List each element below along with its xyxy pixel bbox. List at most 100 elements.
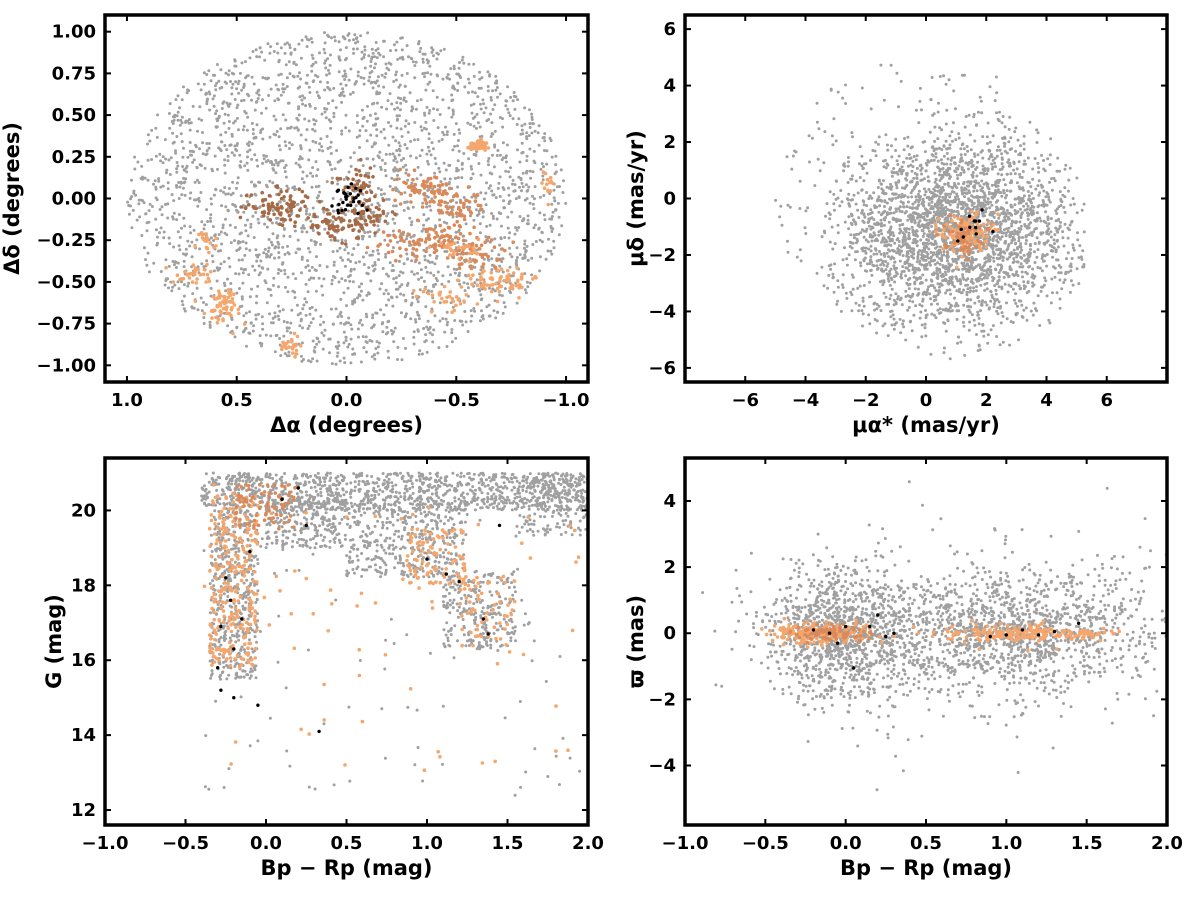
member-star-point (347, 219, 352, 223)
field-star-point (155, 135, 159, 139)
field-star-point (453, 271, 457, 275)
field-star-point (318, 80, 322, 84)
field-star-point (899, 272, 903, 276)
field-star-point (481, 317, 485, 321)
field-star-point (1021, 236, 1024, 239)
field-star-point (552, 239, 556, 243)
field-star-point (198, 247, 202, 251)
field-star-point (333, 276, 337, 280)
field-star-point (277, 58, 281, 62)
field-star-point (527, 134, 531, 138)
member-star-point (422, 191, 427, 196)
field-star-point (384, 288, 388, 292)
field-star-point (391, 246, 395, 250)
field-star-point (286, 275, 290, 279)
field-star-point (428, 109, 432, 112)
field-star-point (267, 94, 271, 97)
field-star-point (873, 247, 877, 251)
field-star-point (244, 229, 248, 233)
field-star-point (330, 278, 334, 282)
field-star-point (376, 224, 380, 228)
field-star-point (329, 307, 333, 311)
field-star-point (214, 187, 218, 191)
field-star-point (276, 314, 280, 318)
field-star-point (368, 75, 372, 79)
member-star-point (484, 141, 489, 145)
field-star-point (344, 126, 348, 130)
field-star-point (902, 235, 906, 239)
field-star-point (465, 205, 469, 209)
field-star-point (182, 85, 185, 89)
field-star-point (469, 176, 473, 180)
field-star-point (279, 72, 283, 76)
field-star-point (250, 157, 254, 161)
field-star-point (406, 130, 410, 134)
field-star-point (257, 180, 261, 184)
field-star-point (147, 270, 151, 274)
field-star-point (410, 105, 414, 109)
member-star-point (205, 272, 210, 277)
field-star-point (514, 262, 518, 266)
field-star-point (396, 173, 399, 177)
field-star-point (349, 337, 353, 341)
field-star-point (475, 112, 479, 116)
field-star-point (459, 319, 463, 323)
field-star-point (236, 103, 240, 107)
field-star-point (285, 326, 289, 330)
member-star-point (442, 284, 447, 289)
field-star-point (423, 254, 427, 258)
field-star-point (300, 271, 303, 275)
field-star-point (255, 301, 258, 305)
field-star-point (530, 256, 534, 260)
field-star-point (938, 195, 942, 199)
member-star-point (452, 249, 456, 254)
member-star-point (386, 233, 390, 238)
core-member-point (346, 185, 350, 190)
field-star-point (244, 223, 247, 227)
y-tick-label: −0.25 (37, 230, 97, 251)
member-star-point (409, 200, 413, 204)
member-star-point (231, 300, 235, 305)
field-star-point (374, 41, 378, 44)
field-star-point (361, 335, 365, 339)
field-star-point (945, 288, 949, 292)
field-star-point (332, 209, 335, 213)
field-star-point (561, 191, 565, 194)
field-star-point (435, 108, 439, 112)
field-star-point (506, 226, 510, 230)
field-star-point (247, 94, 251, 98)
field-star-point (268, 312, 272, 316)
field-star-point (418, 50, 422, 54)
field-star-point (1059, 220, 1062, 224)
field-star-point (371, 102, 374, 106)
field-star-point (1007, 127, 1011, 131)
field-star-point (427, 137, 431, 141)
field-star-point (983, 288, 987, 292)
field-star-point (226, 159, 230, 163)
field-star-point (991, 324, 995, 328)
field-star-point (150, 128, 154, 132)
field-star-point (525, 131, 529, 135)
field-star-point (924, 309, 927, 312)
member-star-point (493, 265, 498, 270)
field-star-point (490, 212, 493, 215)
field-star-point (496, 149, 500, 152)
x-tick-label: 0.5 (221, 390, 253, 411)
field-star-point (929, 263, 932, 267)
field-star-point (489, 135, 493, 138)
field-star-point (1022, 253, 1026, 257)
field-star-point (262, 251, 266, 255)
field-star-point (186, 88, 189, 92)
field-star-point (392, 204, 395, 208)
field-star-point (501, 270, 505, 274)
member-star-point (511, 271, 516, 275)
field-star-point (150, 158, 154, 161)
field-star-point (332, 322, 335, 326)
field-star-point (504, 154, 508, 158)
field-star-point (520, 141, 524, 145)
field-star-point (182, 283, 186, 287)
member-star-point (294, 348, 299, 353)
field-star-point (244, 76, 247, 80)
field-star-point (930, 312, 934, 316)
